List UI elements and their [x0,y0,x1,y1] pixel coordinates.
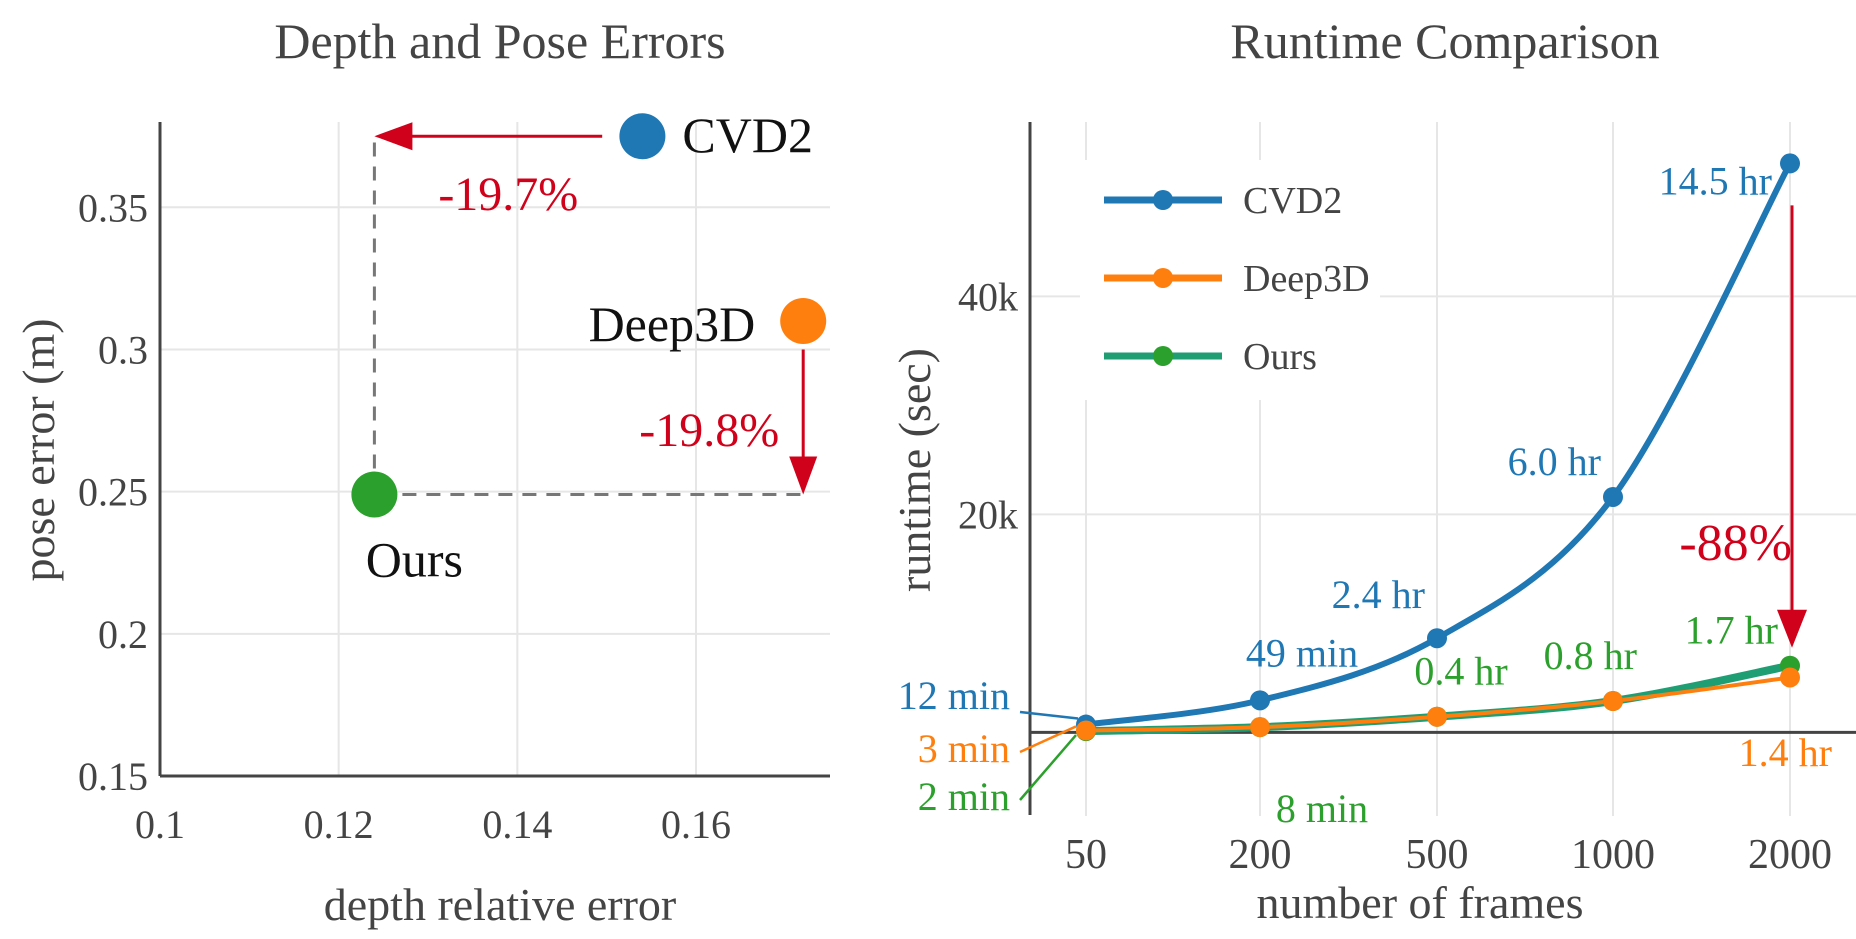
series-point-deep3d [1427,706,1447,727]
point-cvd2 [619,113,666,160]
label-ours-2000: 1.7 hr [1685,608,1778,653]
label-ours-1000: 0.8 hr [1544,633,1637,678]
depth-pose-chart: Depth and Pose Errors 0.1 0.12 0.14 0.16 0.1… [13,13,830,930]
right-x-tick-label: 1000 [1571,832,1655,878]
label-cvd2-500: 2.4 hr [1332,572,1425,617]
label-ours-200: 8 min [1276,786,1368,831]
right-x-tick-label: 50 [1065,832,1107,878]
leader-ours-50 [1019,734,1077,801]
series-point-deep3d [1076,720,1096,741]
left-x-axis-label: depth relative error [324,879,676,930]
series-point-cvd2 [1780,153,1800,174]
point-label-deep3d: Deep3D [589,296,756,352]
label-cvd2-1000: 6.0 hr [1508,439,1601,484]
left-chart-title: Depth and Pose Errors [274,13,725,69]
left-y-tick-label: 0.15 [78,754,148,799]
legend-marker-deep3d [1153,268,1173,288]
label-cvd2-50: 12 min [898,673,1010,718]
left-y-tick-label: 0.25 [78,470,148,515]
left-y-axis-label: pose error (m) [13,318,64,581]
left-y-tick-label: 0.2 [98,612,148,657]
left-arrow-horizontal-head [374,122,413,151]
left-y-tick-label: 0.3 [98,327,148,372]
series-point-cvd2 [1427,628,1447,649]
label-deep3d-50: 3 min [918,726,1010,771]
legend-marker-cvd2 [1153,190,1173,210]
left-x-tick-label: 0.12 [304,802,374,847]
right-x-axis-label: number of frames [1257,877,1584,928]
label-deep3d-2000: 1.4 hr [1739,730,1832,775]
point-deep3d [780,298,827,345]
right-y-tick-label: 20k [958,492,1018,537]
right-y-axis-label: runtime (sec) [889,348,940,592]
left-annotation-cvd2: -19.7% [438,168,578,221]
label-ours-500: 0.4 hr [1414,649,1507,694]
left-x-tick-label: 0.1 [135,802,185,847]
legend-label-cvd2: CVD2 [1243,180,1342,222]
legend-marker-ours [1153,346,1173,366]
series-point-deep3d [1780,667,1800,688]
right-x-tick-label: 2000 [1748,832,1832,878]
runtime-chart: Runtime Comparison 50 200 500 1000 2000 20k 40… [889,13,1856,928]
label-ours-50: 2 min [918,774,1010,819]
left-arrow-vertical-head [789,456,818,495]
leader-deep3d-50 [1019,725,1077,754]
legend-label-deep3d: Deep3D [1243,258,1370,300]
left-x-tick-label: 0.14 [482,802,552,847]
right-chart-title: Runtime Comparison [1230,13,1659,69]
left-x-tick-label: 0.16 [661,802,731,847]
series-point-cvd2 [1250,690,1270,711]
right-x-tick-label: 200 [1229,832,1292,878]
right-x-tick-label: 500 [1406,832,1469,878]
right-y-tick-label: 40k [958,274,1018,319]
series-point-deep3d [1603,691,1623,712]
label-cvd2-200: 49 min [1246,630,1358,675]
right-annotation-reduction: -88% [1679,515,1792,572]
series-point-deep3d [1250,717,1270,738]
point-label-cvd2: CVD2 [682,107,813,163]
leader-cvd2-50 [1019,710,1079,720]
right-arrow-head [1777,609,1807,648]
point-ours [351,471,398,518]
left-annotation-deep3d: -19.8% [639,404,779,457]
series-line-cvd2 [1083,160,1793,728]
legend-label-ours: Ours [1243,336,1317,378]
label-cvd2-2000: 14.5 hr [1659,158,1772,203]
point-label-ours: Ours [366,531,463,587]
series-point-cvd2 [1603,486,1623,507]
left-y-tick-label: 0.35 [78,185,148,230]
